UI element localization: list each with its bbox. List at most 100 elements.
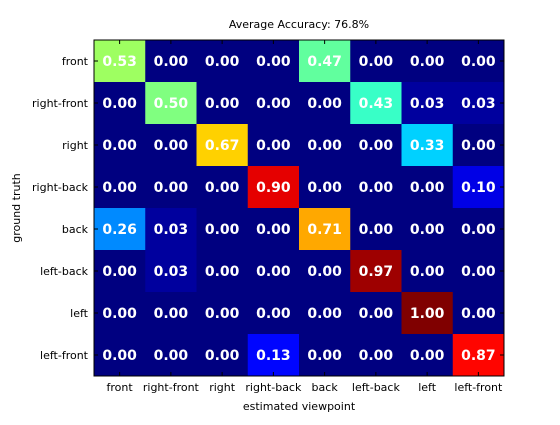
x-tick-label: right-front [143, 381, 200, 394]
heatmap-cell [145, 124, 197, 167]
cell-value-label: 0.00 [205, 180, 240, 196]
cell-value-label: 0.90 [256, 180, 291, 196]
heatmap-cell [401, 208, 454, 251]
heatmap-cell [145, 292, 197, 335]
heatmap-cell [401, 292, 454, 335]
x-tick-label: left [418, 381, 437, 394]
heatmap-cell [401, 82, 454, 125]
heatmap-cell [196, 292, 249, 335]
cell-value-label: 0.53 [102, 54, 137, 70]
heatmap-cell [196, 250, 249, 293]
heatmap-cell [350, 334, 402, 377]
cell-value-label: 0.00 [102, 138, 137, 154]
y-tick-label: right [62, 139, 89, 152]
heatmap-cell [452, 40, 505, 83]
heatmap-cell [401, 166, 454, 209]
x-tick-label: front [107, 381, 134, 394]
heatmap-cell [299, 124, 351, 167]
cell-value-label: 0.00 [205, 54, 240, 70]
cell-value-label: 0.00 [461, 306, 496, 322]
heatmap-cell [247, 208, 300, 251]
heatmap-cell [299, 208, 351, 251]
cell-value-label: 0.00 [410, 222, 445, 238]
cell-value-label: 0.00 [256, 306, 291, 322]
y-tick-label: left-back [40, 265, 89, 278]
heatmap-cell [401, 40, 454, 83]
cell-value-label: 0.00 [307, 306, 342, 322]
heatmap-cell [299, 250, 351, 293]
heatmap-cell [299, 166, 351, 209]
heatmap-cell [299, 82, 351, 125]
heatmap-cell [196, 40, 249, 83]
heatmap-cell [350, 40, 402, 83]
heatmap-cell [350, 82, 402, 125]
cell-value-label: 0.03 [410, 96, 445, 112]
cell-value-label: 0.00 [359, 306, 394, 322]
y-tick-label: back [62, 223, 89, 236]
heatmap-cell [247, 40, 300, 83]
cell-value-label: 0.00 [102, 348, 137, 364]
heatmap-cell [196, 124, 249, 167]
heatmap-cell [401, 334, 454, 377]
cell-value-label: 0.00 [359, 222, 394, 238]
cell-value-label: 0.00 [410, 264, 445, 280]
heatmap-cell [94, 166, 146, 209]
heatmap-cell [452, 334, 505, 377]
cell-value-label: 0.00 [154, 306, 189, 322]
cell-value-label: 0.00 [205, 306, 240, 322]
heatmap-cell [401, 124, 454, 167]
heatmap-cell [94, 208, 146, 251]
cell-value-label: 0.00 [102, 306, 137, 322]
cell-value-label: 0.00 [461, 264, 496, 280]
cell-value-label: 0.00 [102, 180, 137, 196]
y-axis-ticks: front right-front right right-back back left-… [32, 55, 504, 362]
cell-value-label: 0.00 [359, 54, 394, 70]
cell-value-label: 0.00 [307, 264, 342, 280]
heatmap-cell [247, 334, 300, 377]
cell-value-label: 0.00 [154, 54, 189, 70]
y-tick-label: front [62, 55, 89, 68]
y-tick-label: left-front [40, 349, 89, 362]
cell-value-label: 0.10 [461, 180, 496, 196]
heatmap-cell [452, 166, 505, 209]
heatmap-cell [247, 166, 300, 209]
heatmap-cell [196, 208, 249, 251]
heatmap-cell [401, 250, 454, 293]
heatmap-cell [94, 250, 146, 293]
x-tick-label: right [209, 381, 236, 394]
cell-value-label: 0.00 [102, 96, 137, 112]
y-tick-label: right-back [32, 181, 89, 194]
heatmap-cell [145, 82, 197, 125]
cell-value-label: 0.00 [256, 138, 291, 154]
cell-value-label: 0.33 [410, 138, 445, 154]
chart-title: Average Accuracy: 76.8% [229, 18, 369, 31]
cell-value-label: 0.26 [102, 222, 137, 238]
cell-value-label: 0.00 [205, 264, 240, 280]
x-tick-label: left-back [352, 381, 401, 394]
heatmap-cell [247, 82, 300, 125]
heatmap-cell [247, 250, 300, 293]
cell-value-label: 0.00 [461, 54, 496, 70]
cell-value-label: 0.00 [205, 96, 240, 112]
heatmap-cell [452, 250, 505, 293]
heatmap-cell [452, 292, 505, 335]
cell-value-label: 0.03 [461, 96, 496, 112]
cell-value-label: 1.00 [410, 306, 445, 322]
cell-value-label: 0.00 [410, 348, 445, 364]
cell-value-label: 0.50 [154, 96, 189, 112]
cell-value-label: 0.00 [410, 180, 445, 196]
x-tick-label: left-front [454, 381, 503, 394]
heatmap-value-labels: 0.53 0.00 0.00 0.00 0.47 0.00 0.00 0.00 0.00 0.50… [102, 54, 496, 364]
cell-value-label: 0.00 [461, 138, 496, 154]
heatmap-cell [350, 250, 402, 293]
heatmap-cell [452, 82, 505, 125]
heatmap-cells [94, 40, 505, 377]
heatmap-cell [196, 82, 249, 125]
heatmap-cell [452, 208, 505, 251]
cell-value-label: 0.71 [307, 222, 342, 238]
heatmap-cell [247, 292, 300, 335]
heatmap-cell [145, 208, 197, 251]
heatmap-cell [94, 40, 146, 83]
cell-value-label: 0.00 [256, 54, 291, 70]
